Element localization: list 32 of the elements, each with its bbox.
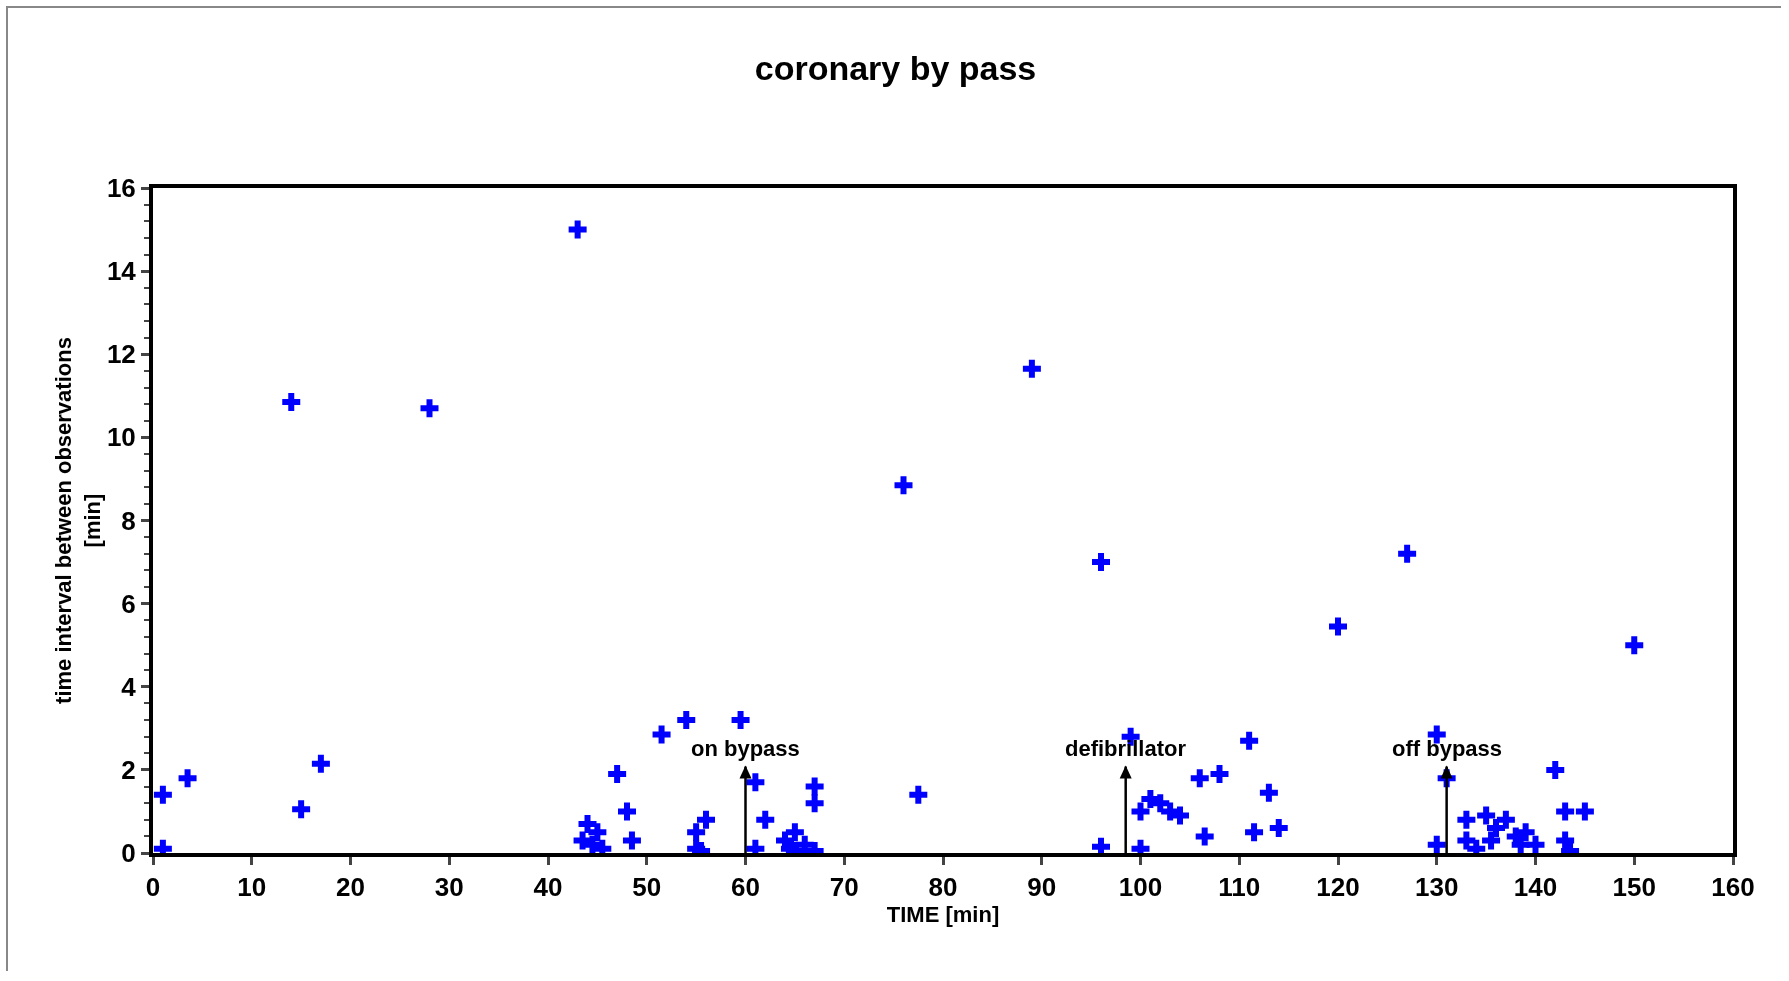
x-tick-label: 130 [1415,872,1459,903]
x-tick-label: 20 [336,872,365,903]
x-tick-label: 140 [1513,872,1558,903]
x-axis-title: TIME [min] [886,902,1000,928]
chart-title: coronary by pass [754,49,1037,88]
x-tick-label: 50 [632,872,662,903]
x-tick-label: 160 [1711,872,1755,903]
x-tick-label: 70 [829,872,859,903]
y-tick-label: 10 [106,422,136,453]
y-tick-label: 12 [106,339,136,370]
y-tick-label: 14 [106,256,137,287]
x-tick-label: 150 [1612,872,1656,903]
ref-line-label: defibrillator [1065,736,1187,761]
x-tick-label: 90 [1027,872,1057,903]
x-tick-label: 10 [237,872,267,903]
y-tick-label: 8 [121,505,136,536]
y-tick-label: 0 [121,838,136,869]
x-tick-label: 100 [1118,872,1163,903]
ref-line-label: off bypass [1392,736,1503,761]
x-tick-label: 110 [1218,872,1261,903]
x-tick-label: 60 [731,872,760,903]
y-axis-title: time interval between observations [min] [51,337,105,704]
x-tick-label: 30 [434,872,464,903]
y-tick-label: 6 [121,588,136,619]
y-tick-label: 16 [106,173,136,204]
x-tick-label: 40 [533,872,563,903]
y-tick-label: 4 [121,671,137,702]
ref-line-label: on bypass [691,736,800,761]
x-tick-label: 0 [145,872,161,903]
x-tick-label: 120 [1316,872,1360,903]
x-tick-label: 80 [928,872,958,903]
y-tick-label: 2 [121,754,136,785]
